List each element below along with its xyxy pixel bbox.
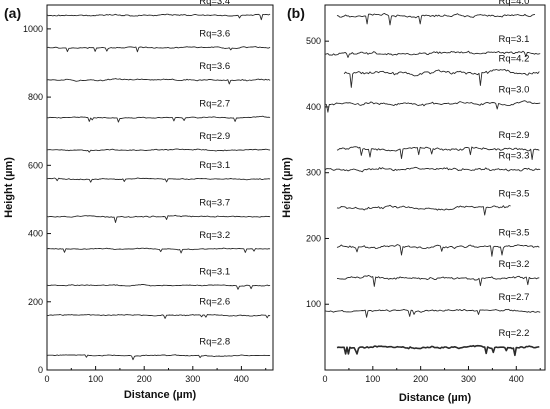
y-tick-label: 100 [306, 299, 321, 309]
profile-line [46, 314, 271, 319]
rq-label: Rq=2.9 [199, 131, 230, 142]
profile-line [336, 244, 540, 257]
rq-label: Rq=2.8 [199, 337, 230, 348]
x-tick-label: 0 [322, 374, 327, 384]
rq-label: Rq=2.9 [498, 130, 529, 141]
y-tick-label: 400 [28, 229, 43, 239]
profile-line [336, 344, 540, 357]
rq-label: Rq=3.6 [199, 29, 230, 40]
x-tick-label: 300 [185, 374, 200, 384]
rq-label: Rq=3.1 [498, 34, 529, 45]
y-axis-label: Height (µm) [3, 157, 15, 218]
rq-label: Rq=3.4 [199, 0, 230, 7]
rq-label: Rq=3.6 [199, 61, 230, 72]
rq-label: Rq=3.5 [498, 227, 529, 238]
x-tick-label: 100 [365, 374, 380, 384]
profile-line [336, 146, 540, 160]
rq-label: Rq=3.7 [199, 197, 230, 208]
panel-b: 0 100 200 300 400 100 200 300 400 500 (b) Distance … [281, 0, 546, 404]
rq-label: Rq=3.5 [498, 189, 529, 200]
profile-line [46, 283, 271, 290]
x-axis-label: Distance (µm) [399, 392, 472, 404]
profile-line [46, 148, 271, 153]
profile-line [336, 12, 536, 26]
rq-label: Rq=3.2 [498, 259, 529, 270]
y-axis-label: Height (µm) [281, 157, 293, 218]
y-tick-label: 0 [38, 365, 43, 375]
plot-frame [46, 4, 274, 371]
rq-label: Rq=2.7 [498, 292, 529, 303]
panel-label: (b) [287, 5, 305, 21]
y-tick-label: 400 [306, 102, 321, 112]
rq-label: Rq=2.6 [199, 296, 230, 307]
x-tick-label: 200 [413, 374, 428, 384]
profile-line [336, 274, 540, 287]
y-tick-label: 300 [306, 168, 321, 178]
y-tick-label: 1000 [23, 24, 43, 34]
plot-frame [324, 4, 546, 371]
rq-label: Rq=2.2 [498, 328, 529, 339]
profile-line [324, 50, 541, 58]
profile-line [46, 115, 271, 123]
x-tick-label: 200 [137, 374, 152, 384]
profile-line [46, 177, 271, 183]
x-axis-label: Distance (µm) [124, 389, 197, 401]
profile-line [336, 204, 511, 216]
profile-line [324, 166, 541, 173]
rq-label: Rq=3.3 [498, 150, 529, 161]
profile-line [46, 214, 271, 223]
panel-label: (a) [4, 5, 21, 21]
y-tick-label: 600 [28, 160, 43, 170]
panel-a: 0 100 200 300 400 0 200 400 600 800 1000(a) Distanc… [3, 0, 274, 401]
x-tick-label: 400 [234, 374, 249, 384]
profile-line [46, 46, 271, 53]
x-tick-label: 400 [509, 374, 524, 384]
x-tick-label: 100 [88, 374, 103, 384]
profile-line [46, 247, 271, 254]
profile-line [324, 100, 541, 113]
y-tick-label: 800 [28, 92, 43, 102]
rq-label: Rq=3.0 [498, 85, 529, 96]
profile-line [46, 13, 271, 21]
x-tick-label: 300 [461, 374, 476, 384]
profile-line [46, 354, 271, 361]
rq-label: Rq=4.2 [498, 54, 529, 65]
rq-label: Rq=3.2 [199, 230, 230, 241]
rq-label: Rq=4.0 [498, 0, 529, 7]
profile-line [46, 78, 271, 85]
rq-label: Rq=2.7 [199, 99, 230, 110]
x-tick-label: 0 [44, 374, 49, 384]
rq-label: Rq=3.1 [199, 266, 230, 277]
rq-label: Rq=3.1 [199, 160, 230, 171]
profile-line [343, 68, 540, 88]
profile-line [324, 308, 541, 318]
y-tick-label: 200 [28, 297, 43, 307]
y-tick-label: 500 [306, 36, 321, 46]
y-tick-label: 200 [306, 233, 321, 243]
